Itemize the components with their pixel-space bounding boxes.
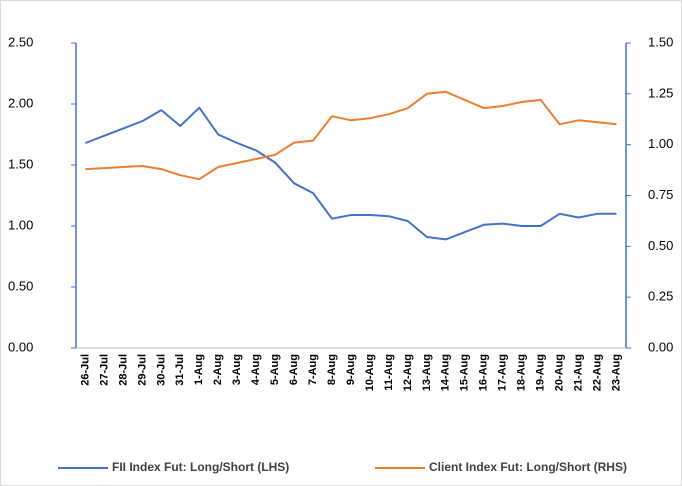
x-tick-label: 6-Aug: [288, 354, 300, 385]
y-tick-label: 0.00: [8, 339, 33, 354]
x-tick-label: 3-Aug: [231, 354, 243, 385]
x-tick-label: 22-Aug: [591, 354, 603, 391]
x-tick-label: 18-Aug: [516, 354, 528, 391]
y2-tick-label: 0.75: [648, 187, 673, 202]
y2-tick-label: 0.00: [648, 339, 673, 354]
x-tick-label: 31-Jul: [174, 354, 186, 386]
y-tick-label: 1.50: [8, 156, 33, 171]
y2-tick-label: 0.50: [648, 238, 673, 253]
x-tick-label: 9-Aug: [345, 354, 357, 385]
x-tick-label: 10-Aug: [364, 354, 376, 391]
y2-tick-label: 1.50: [648, 34, 673, 49]
legend-label: Client Index Fut: Long/Short (RHS): [429, 460, 627, 474]
x-tick-label: 2-Aug: [212, 354, 224, 385]
y2-tick-label: 0.25: [648, 289, 673, 304]
y2-tick-label: 1.00: [648, 136, 673, 151]
x-tick-label: 28-Jul: [117, 354, 129, 386]
x-tick-label: 5-Aug: [269, 354, 281, 385]
y-tick-label: 1.00: [8, 217, 33, 232]
x-tick-label: 23-Aug: [610, 354, 622, 391]
legend-label: FII Index Fut: Long/Short (LHS): [112, 460, 289, 474]
x-tick-label: 13-Aug: [421, 354, 433, 391]
x-tick-label: 7-Aug: [307, 354, 319, 385]
x-tick-label: 15-Aug: [459, 354, 471, 391]
x-tick-label: 17-Aug: [497, 354, 509, 391]
x-tick-label: 8-Aug: [326, 354, 338, 385]
y-tick-label: 2.50: [8, 34, 33, 49]
y2-tick-label: 1.25: [648, 85, 673, 100]
x-tick-label: 1-Aug: [193, 354, 205, 385]
series-line: [85, 90, 617, 181]
x-tick-label: 27-Jul: [98, 354, 110, 386]
x-tick-label: 26-Jul: [79, 354, 91, 386]
y-tick-label: 0.50: [8, 278, 33, 293]
x-tick-label: 11-Aug: [383, 354, 395, 391]
x-tick-label: 4-Aug: [250, 354, 262, 385]
y-tick-label: 2.00: [8, 95, 33, 110]
x-tick-label: 19-Aug: [535, 354, 547, 391]
x-tick-label: 12-Aug: [402, 354, 414, 391]
x-tick-label: 21-Aug: [572, 354, 584, 391]
x-tick-label: 30-Jul: [155, 354, 167, 386]
x-tick-label: 14-Aug: [440, 354, 452, 391]
x-tick-label: 20-Aug: [554, 354, 566, 391]
x-tick-label: 16-Aug: [478, 354, 490, 391]
x-tick-label: 29-Jul: [136, 354, 148, 386]
series-line: [85, 106, 617, 241]
